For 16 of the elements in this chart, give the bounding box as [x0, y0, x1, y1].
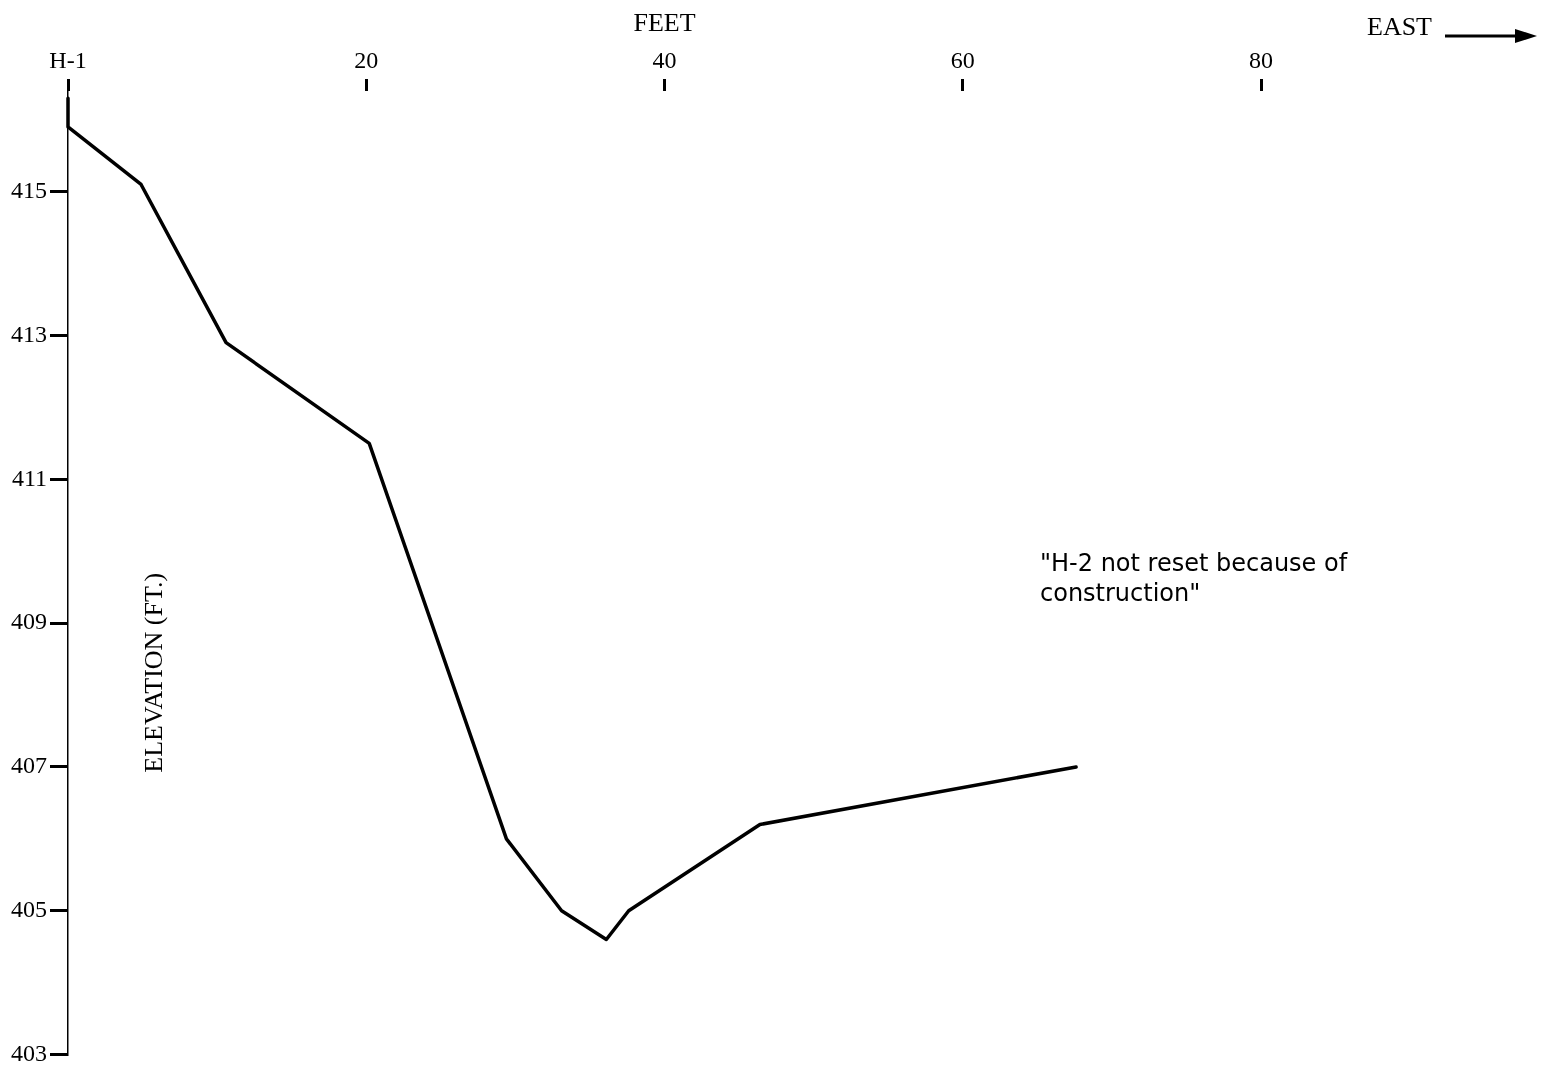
y-tick-label: 403	[11, 1039, 47, 1066]
annotation: "H-2 not reset because of construction"	[1040, 549, 1348, 608]
y-tick-label: 413	[11, 320, 47, 347]
x-axis-title: FEET	[633, 8, 696, 38]
y-tick-label: 415	[11, 176, 47, 203]
x-tick-label: 20	[354, 46, 379, 73]
y-tick-label: 411	[11, 464, 47, 491]
text: EAST	[1367, 11, 1433, 41]
y-axis-title: ELEVATION (FT.)	[138, 572, 168, 773]
x-tick-label: H-1	[49, 46, 87, 73]
y-tick-label: 405	[11, 896, 47, 923]
x-tick-label: 60	[950, 46, 975, 73]
y-tick-label: 407	[11, 752, 47, 779]
y-tick-label: 409	[11, 608, 47, 635]
x-tick-label: 80	[1249, 46, 1273, 73]
x-tick-label: 40	[652, 46, 677, 73]
